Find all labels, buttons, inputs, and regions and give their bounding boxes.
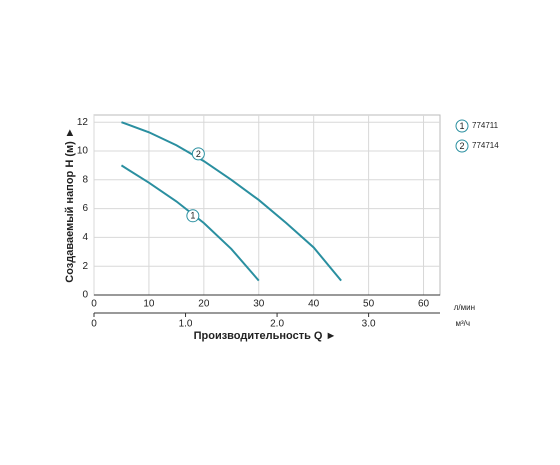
curve-label-circle: [186, 209, 200, 223]
x-axis-title: Производительность Q ►: [194, 330, 337, 342]
curve: [120, 164, 260, 282]
curve-label: 2: [196, 149, 201, 159]
legend-number: 1: [459, 121, 464, 131]
y-tick-label: 8: [82, 174, 88, 185]
legend-number: 2: [459, 141, 464, 151]
y-tick-label: 4: [82, 232, 88, 243]
y-axis-title: Создаваемый напор H (м) ►: [64, 127, 76, 282]
x-tick-label: 0: [91, 299, 97, 310]
legend-label: 774714: [472, 141, 499, 150]
legend-label: 774711: [472, 121, 499, 130]
x2-tick-label: 3.0: [362, 319, 376, 330]
curve-label-circle: [191, 147, 205, 161]
x2-tick-label: 2.0: [270, 319, 284, 330]
legend-circle: [455, 139, 469, 153]
curve: [121, 121, 342, 282]
plot-frame: [93, 114, 441, 296]
y-tick-label: 12: [77, 117, 89, 128]
x2-tick-label: 1.0: [179, 319, 193, 330]
x-tick-label: 50: [363, 299, 375, 310]
legend-circle: [455, 119, 469, 133]
y-tick-label: 0: [82, 290, 88, 301]
y-tick-label: 10: [77, 146, 89, 157]
x-tick-label: 30: [253, 299, 265, 310]
x-tick-label: 20: [198, 299, 210, 310]
x-tick-label: 10: [143, 299, 155, 310]
y-tick-label: 2: [82, 261, 88, 272]
x2-tick-label: 0: [91, 319, 97, 330]
x2-unit: м³/ч: [455, 319, 470, 328]
x-unit: л/мин: [454, 303, 475, 312]
curve-label: 1: [190, 211, 195, 221]
x-tick-label: 40: [308, 299, 320, 310]
y-tick-label: 6: [82, 203, 88, 214]
x-tick-label: 60: [418, 299, 430, 310]
